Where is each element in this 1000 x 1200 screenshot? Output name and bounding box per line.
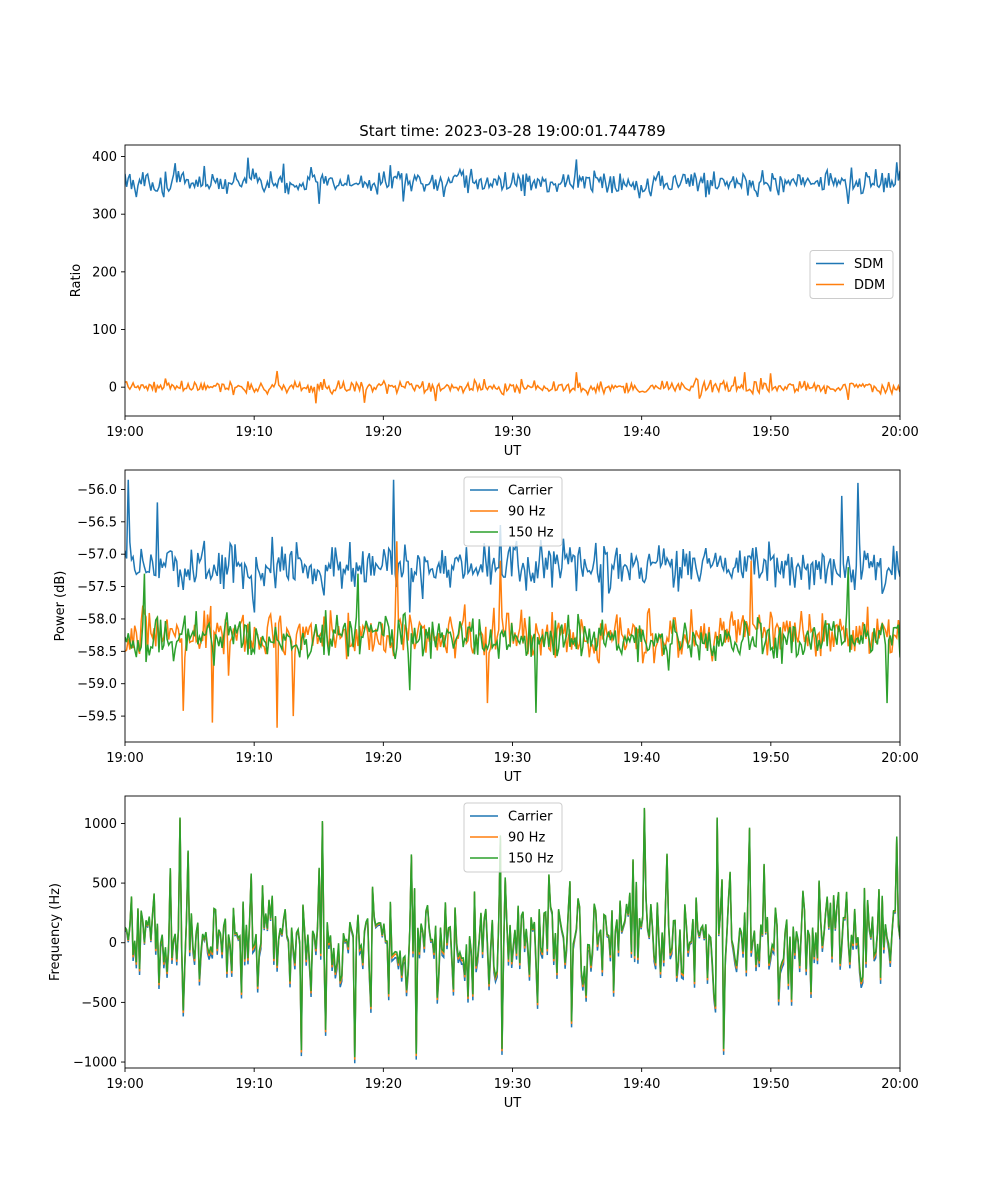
y-tick-label: −57.0 (77, 548, 117, 563)
x-tick-label: 19:50 (752, 751, 789, 766)
legend-label: 90 Hz (508, 831, 545, 846)
series-line-sdm (125, 157, 900, 204)
x-tick-label: 19:10 (235, 425, 272, 440)
panel-1: 19:00 19:10 19:20 19:30 19:40 19:50 20:00 UT 0 10… (69, 144, 919, 459)
panel-3: 19:00 19:10 19:20 19:30 19:40 19:50 20:00 UT −10… (48, 795, 919, 1111)
legend-label: 150 Hz (508, 526, 554, 541)
legend-label: Carrier (508, 810, 553, 825)
y-tick-label: 100 (92, 323, 117, 338)
legend: Carrier 90 Hz 150 Hz (463, 802, 563, 873)
x-tick-label: 19:50 (752, 425, 789, 440)
legend-label: 150 Hz (508, 852, 554, 867)
x-tick-label: 19:20 (365, 751, 402, 766)
legend: Carrier 90 Hz 150 Hz (463, 476, 563, 547)
y-tick-label: 0 (109, 936, 117, 951)
x-tick-label: 20:00 (881, 1077, 918, 1092)
series-line-carrier (125, 479, 900, 613)
y-tick-label: −500 (81, 996, 117, 1011)
y-tick-label: −1000 (73, 1056, 117, 1071)
legend: SDM DDM (809, 250, 894, 299)
y-tick-label: 0 (109, 381, 117, 396)
x-tick-label: 19:00 (106, 425, 143, 440)
y-tick-label: 300 (92, 208, 117, 223)
y-axis-label: Ratio (69, 264, 84, 297)
legend-box (463, 476, 563, 547)
y-tick-label: 500 (92, 877, 117, 892)
series-line-150-hz (125, 807, 900, 1058)
legend-label: 90 Hz (508, 505, 545, 520)
legend-label: SDM (854, 257, 883, 272)
series-line-ddm (125, 370, 900, 404)
series-line-150-hz (125, 567, 900, 713)
x-tick-label: 19:50 (752, 1077, 789, 1092)
x-tick-label: 20:00 (881, 425, 918, 440)
x-tick-label: 19:30 (494, 425, 531, 440)
y-tick-label: −59.5 (77, 710, 117, 725)
legend-label: DDM (854, 278, 885, 293)
y-tick-label: 400 (92, 150, 117, 165)
x-tick-label: 19:30 (494, 1077, 531, 1092)
y-axis-label: Power (dB) (53, 571, 68, 642)
y-tick-label: −56.0 (77, 483, 117, 498)
panels: 19:00 19:10 19:20 19:30 19:40 19:50 20:00 UT 0 10… (48, 144, 919, 1111)
figure-title: Start time: 2023-03-28 19:00:01.744789 (359, 122, 665, 140)
legend-box (809, 250, 894, 299)
y-tick-label: −58.5 (77, 645, 117, 660)
x-axis-label: UT (504, 770, 522, 785)
y-tick-label: −56.5 (77, 515, 117, 530)
y-tick-label: 1000 (84, 817, 117, 832)
x-tick-label: 19:40 (623, 1077, 660, 1092)
y-tick-label: −58.0 (77, 612, 117, 627)
x-tick-label: 19:00 (106, 1077, 143, 1092)
x-axis-label: UT (504, 444, 522, 459)
legend-box (463, 802, 563, 873)
x-tick-label: 19:00 (106, 751, 143, 766)
x-tick-label: 19:10 (235, 1077, 272, 1092)
y-tick-label: 200 (92, 265, 117, 280)
x-axis-label: UT (504, 1096, 522, 1111)
x-tick-label: 19:10 (235, 751, 272, 766)
x-tick-label: 19:20 (365, 1077, 402, 1092)
y-tick-label: −59.0 (77, 677, 117, 692)
x-tick-label: 19:30 (494, 751, 531, 766)
x-tick-label: 19:40 (623, 425, 660, 440)
y-tick-label: −57.5 (77, 580, 117, 595)
x-tick-label: 19:20 (365, 425, 402, 440)
legend-label: Carrier (508, 484, 553, 499)
x-tick-label: 19:40 (623, 751, 660, 766)
y-axis-label: Frequency (Hz) (48, 883, 63, 981)
panel-2: 19:00 19:10 19:20 19:30 19:40 19:50 20:00 UT −59… (53, 469, 919, 785)
x-tick-label: 20:00 (881, 751, 918, 766)
